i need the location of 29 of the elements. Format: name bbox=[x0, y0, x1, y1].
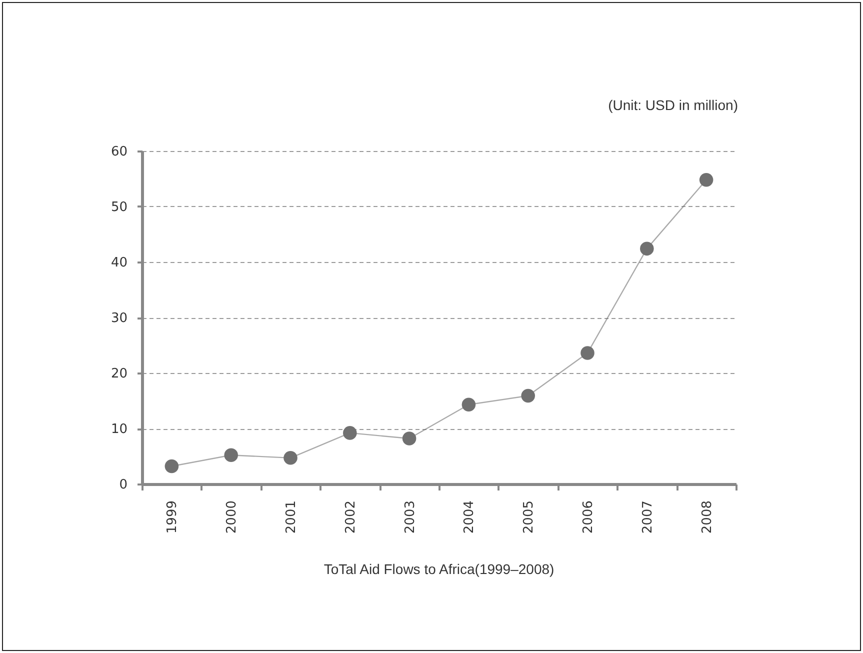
x-tick-label: 2002 bbox=[343, 500, 358, 534]
text: ToTal Aid Flows to Africa(1999–2008) bbox=[324, 561, 554, 578]
x-tick-label: 2008 bbox=[700, 500, 715, 534]
y-tick-label: 20 bbox=[110, 366, 128, 382]
y-tick-label: 60 bbox=[110, 144, 128, 160]
x-tick-label: 2004 bbox=[462, 500, 478, 534]
y-tick-label: 30 bbox=[110, 311, 128, 326]
x-tick-label: 2003 bbox=[402, 500, 418, 534]
y-tick-label: 10 bbox=[110, 422, 128, 437]
x-tick-label: 2000 bbox=[224, 500, 240, 534]
point bbox=[640, 242, 654, 256]
text: (Unit: USD in million) bbox=[608, 97, 738, 113]
point bbox=[699, 172, 714, 187]
x-tick-label: 2005 bbox=[522, 500, 537, 534]
y-tick-label: 50 bbox=[110, 200, 128, 215]
y-tick-label: 40 bbox=[110, 256, 128, 270]
x-tick-label: 1999 bbox=[165, 500, 180, 534]
point bbox=[164, 459, 179, 474]
y-tick-label: 0 bbox=[119, 478, 128, 492]
x-tick-label: 2007 bbox=[640, 500, 656, 534]
point bbox=[462, 398, 476, 412]
x-tick-label: 2006 bbox=[581, 500, 596, 534]
point bbox=[224, 448, 238, 462]
point bbox=[284, 451, 298, 465]
point bbox=[521, 388, 535, 403]
point bbox=[580, 346, 594, 360]
point bbox=[343, 426, 357, 440]
point bbox=[402, 432, 416, 446]
x-tick-label: 2001 bbox=[284, 500, 299, 534]
